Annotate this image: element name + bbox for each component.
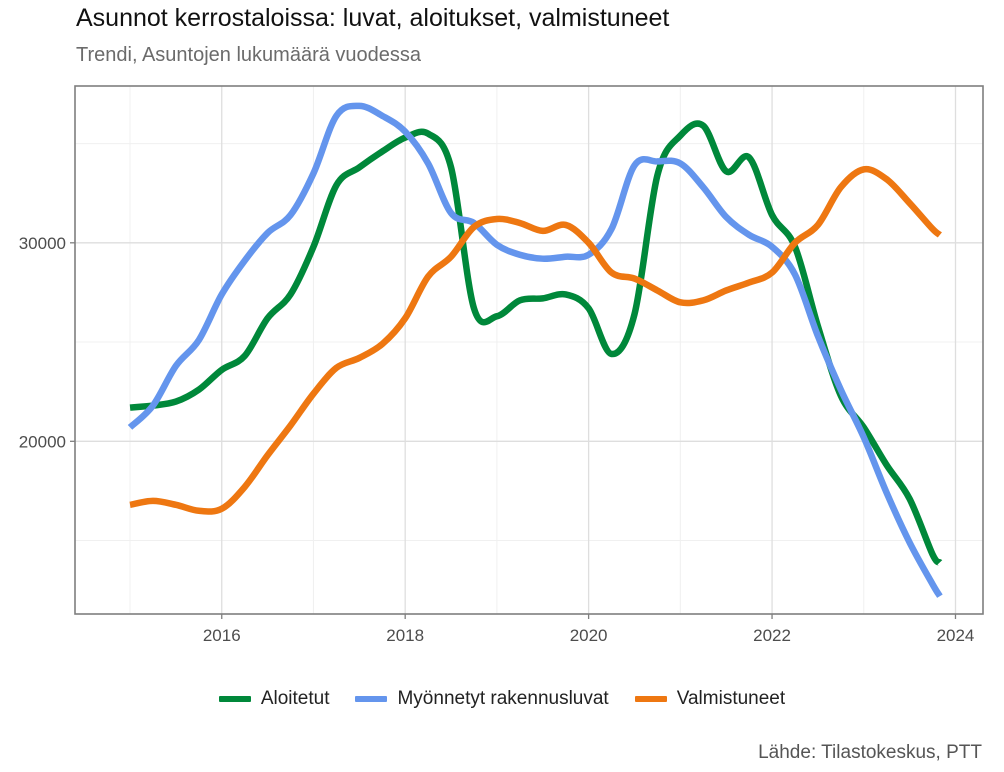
x-tick-label: 2024 bbox=[937, 626, 975, 645]
chart-title: Asunnot kerrostaloissa: luvat, aloitukse… bbox=[76, 4, 670, 32]
series-line-1 bbox=[127, 102, 943, 598]
legend-key-swatch bbox=[355, 696, 388, 702]
y-tick-label: 30000 bbox=[19, 234, 66, 253]
legend-item: Valmistuneet bbox=[634, 688, 786, 710]
legend-label: Aloitetut bbox=[260, 688, 330, 709]
legend-item: Aloitetut bbox=[218, 688, 330, 710]
legend-label: Myönnetyt rakennusluvat bbox=[397, 688, 609, 709]
series-line-0 bbox=[129, 120, 943, 566]
y-tick-label: 20000 bbox=[19, 432, 66, 451]
x-tick-label: 2018 bbox=[386, 626, 424, 645]
chart-subtitle: Trendi, Asuntojen lukumäärä vuodessa bbox=[76, 44, 422, 66]
series-line-2 bbox=[129, 165, 942, 515]
legend-key-swatch bbox=[218, 696, 251, 702]
source-caption: Lähde: Tilastokeskus, PTT bbox=[758, 742, 982, 763]
grid-layer bbox=[75, 86, 983, 614]
legend-label: Valmistuneet bbox=[676, 688, 786, 709]
x-tick-label: 2022 bbox=[753, 626, 791, 645]
legend-item: Myönnetyt rakennusluvat bbox=[355, 688, 609, 710]
plot-panel-border bbox=[74, 85, 984, 615]
x-tick-label: 2016 bbox=[203, 626, 241, 645]
legend: Aloitetut Myönnetyt rakennusluvat Valmistu… bbox=[0, 688, 1004, 710]
legend-key-swatch bbox=[634, 696, 667, 702]
axis-layer: 2016 2018 2020 2022 2024 20000 30000 bbox=[19, 234, 975, 645]
series-layer bbox=[127, 102, 943, 598]
x-tick-label: 2020 bbox=[570, 626, 608, 645]
